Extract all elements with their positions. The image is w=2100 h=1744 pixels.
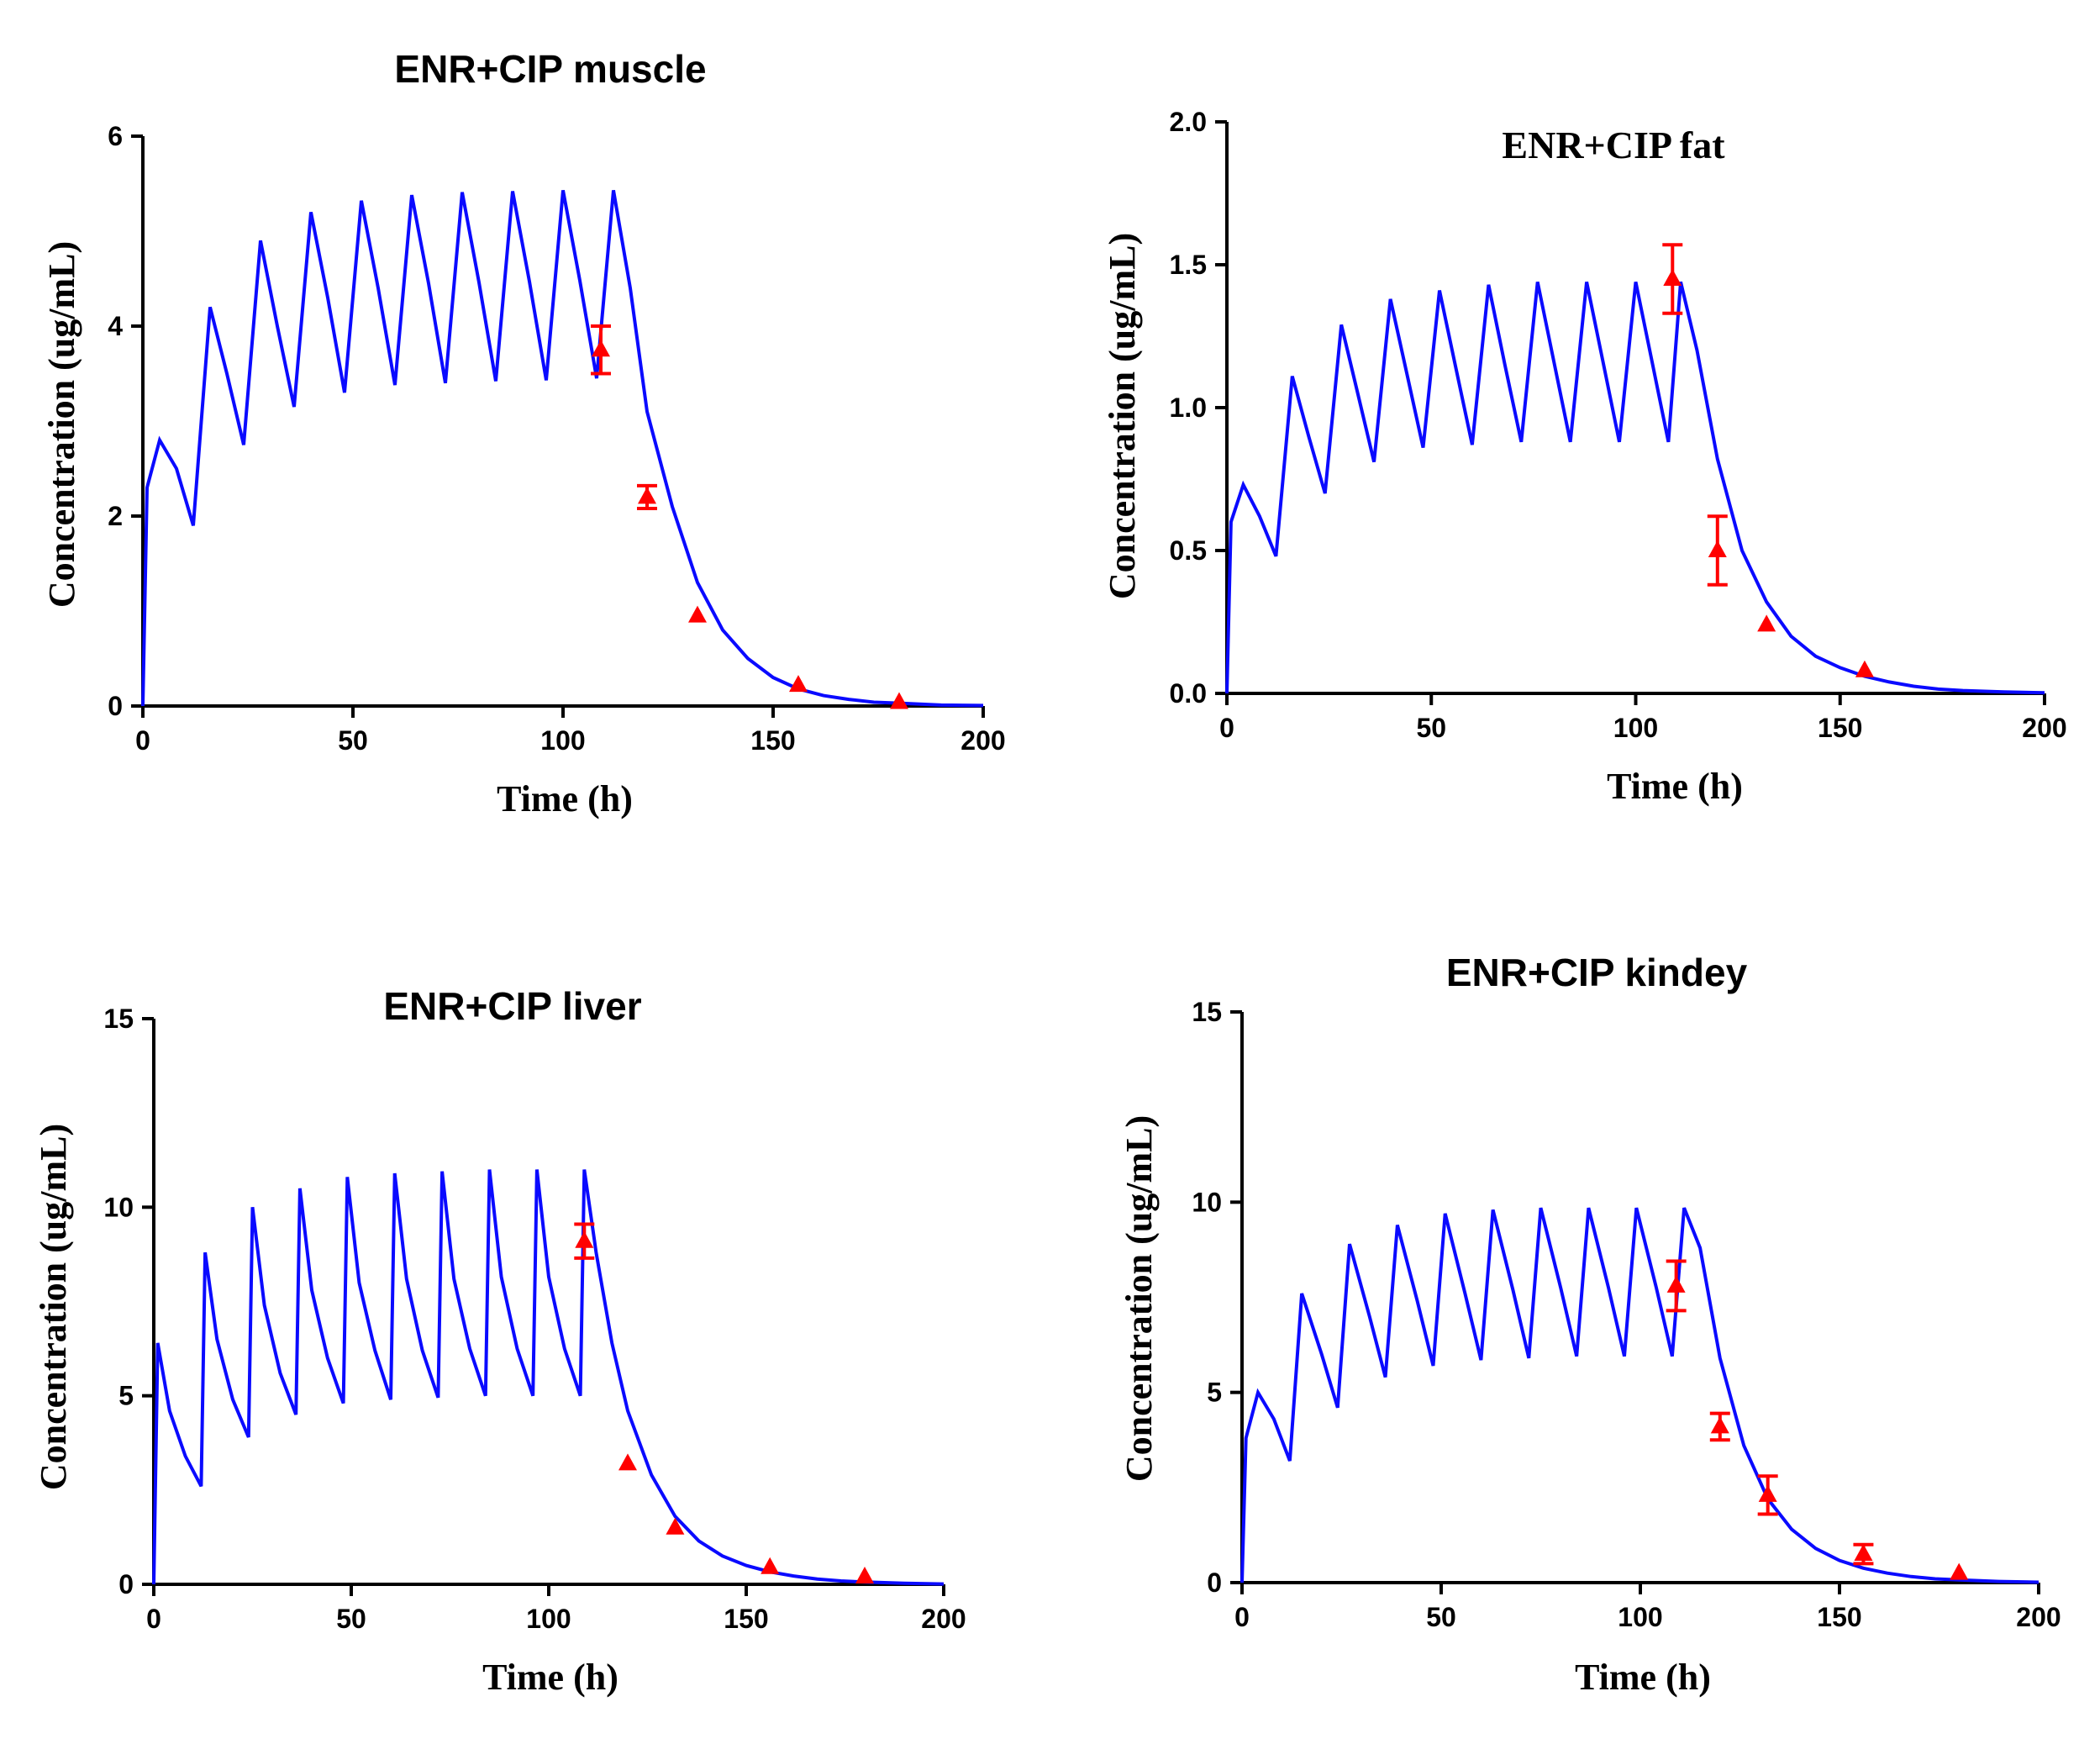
simulated-curve	[1240, 1207, 2039, 1584]
observed-point	[688, 605, 707, 623]
observed-point	[1757, 614, 1776, 632]
x-tick-label: 150	[1817, 1602, 1861, 1632]
y-tick-label: 10	[103, 1192, 134, 1222]
x-tick-label: 50	[336, 1604, 366, 1634]
observed-point	[761, 1557, 780, 1574]
chart-title: ENR+CIP muscle	[394, 47, 706, 91]
observed-point	[789, 675, 808, 693]
y-tick-label: 0.0	[1170, 678, 1207, 709]
y-tick-label: 1.0	[1170, 393, 1207, 423]
observed-point	[1710, 1416, 1729, 1434]
y-tick-label: 10	[1192, 1187, 1222, 1217]
y-tick-label: 0	[118, 1569, 134, 1599]
y-tick-label: 2.0	[1170, 107, 1207, 137]
observed-point	[1708, 540, 1727, 557]
y-tick-label: 0.5	[1170, 535, 1207, 566]
observed-point	[1950, 1562, 1969, 1580]
x-tick-label: 50	[338, 725, 368, 756]
x-tick-label: 200	[2016, 1602, 2061, 1632]
x-axis-label: Time (h)	[1607, 766, 1743, 807]
x-tick-label: 50	[1426, 1602, 1456, 1632]
simulated-curve	[1225, 281, 2045, 695]
observed-point	[1758, 1484, 1777, 1502]
x-tick-label: 100	[540, 725, 585, 756]
x-axis-label: Time (h)	[482, 1657, 618, 1698]
chart-panel-liver: ENR+CIP liver Concentration (ug/mL) Time…	[33, 984, 966, 1698]
x-tick-label: 0	[146, 1604, 161, 1634]
observed-point	[618, 1453, 637, 1471]
observed-point	[575, 1230, 594, 1248]
y-tick-label: 1.5	[1170, 250, 1207, 280]
x-tick-label: 200	[961, 725, 1005, 756]
x-tick-label: 50	[1416, 713, 1446, 743]
chart-title: ENR+CIP liver	[383, 984, 641, 1028]
x-axis-label: Time (h)	[497, 778, 633, 819]
x-tick-label: 150	[1818, 713, 1862, 743]
y-axis-label: Concentration (ug/mL)	[41, 241, 82, 608]
y-tick-label: 5	[1207, 1378, 1222, 1408]
observed-point	[592, 340, 610, 357]
y-tick-label: 6	[108, 121, 123, 151]
x-tick-label: 100	[526, 1604, 571, 1634]
chart-panel-muscle: ENR+CIP muscle Concentration (ug/mL) Tim…	[41, 47, 1006, 819]
x-tick-label: 200	[2022, 713, 2066, 743]
observed-point	[855, 1567, 874, 1584]
observed-point	[666, 1517, 685, 1535]
x-tick-label: 0	[135, 725, 150, 756]
y-tick-label: 2	[108, 501, 123, 531]
y-tick-label: 4	[108, 311, 123, 341]
y-axis-label: Concentration (ug/mL)	[33, 1124, 74, 1490]
chart-title: ENR+CIP fat	[1502, 124, 1725, 166]
x-tick-label: 0	[1219, 713, 1234, 743]
x-tick-label: 0	[1234, 1602, 1250, 1632]
observed-point	[1854, 1544, 1873, 1562]
x-tick-label: 200	[921, 1604, 966, 1634]
y-tick-label: 0	[1207, 1567, 1222, 1598]
observed-point	[1666, 1275, 1686, 1293]
simulated-curve	[152, 1169, 945, 1586]
x-axis-label: Time (h)	[1575, 1657, 1711, 1698]
y-axis-label: Concentration (ug/mL)	[1102, 233, 1143, 599]
y-tick-label: 15	[1192, 997, 1222, 1027]
y-tick-label: 5	[118, 1381, 134, 1411]
x-tick-label: 150	[724, 1604, 768, 1634]
x-tick-label: 100	[1613, 713, 1658, 743]
y-tick-label: 0	[108, 691, 123, 721]
observed-point	[1855, 660, 1874, 677]
observed-point	[890, 692, 908, 709]
x-tick-label: 100	[1618, 1602, 1662, 1632]
observed-point	[1663, 269, 1682, 286]
simulated-curve	[141, 190, 984, 708]
chart-title: ENR+CIP kindey	[1446, 951, 1748, 994]
x-tick-label: 150	[750, 725, 795, 756]
chart-panel-fat: ENR+CIP fat Concentration (ug/mL) Time (…	[1102, 107, 2067, 807]
y-axis-label: Concentration (ug/mL)	[1118, 1115, 1160, 1482]
chart-panel-kindey: ENR+CIP kindey Concentration (ug/mL) Tim…	[1118, 951, 2061, 1698]
observed-point	[638, 487, 656, 504]
y-tick-label: 15	[103, 1004, 134, 1034]
